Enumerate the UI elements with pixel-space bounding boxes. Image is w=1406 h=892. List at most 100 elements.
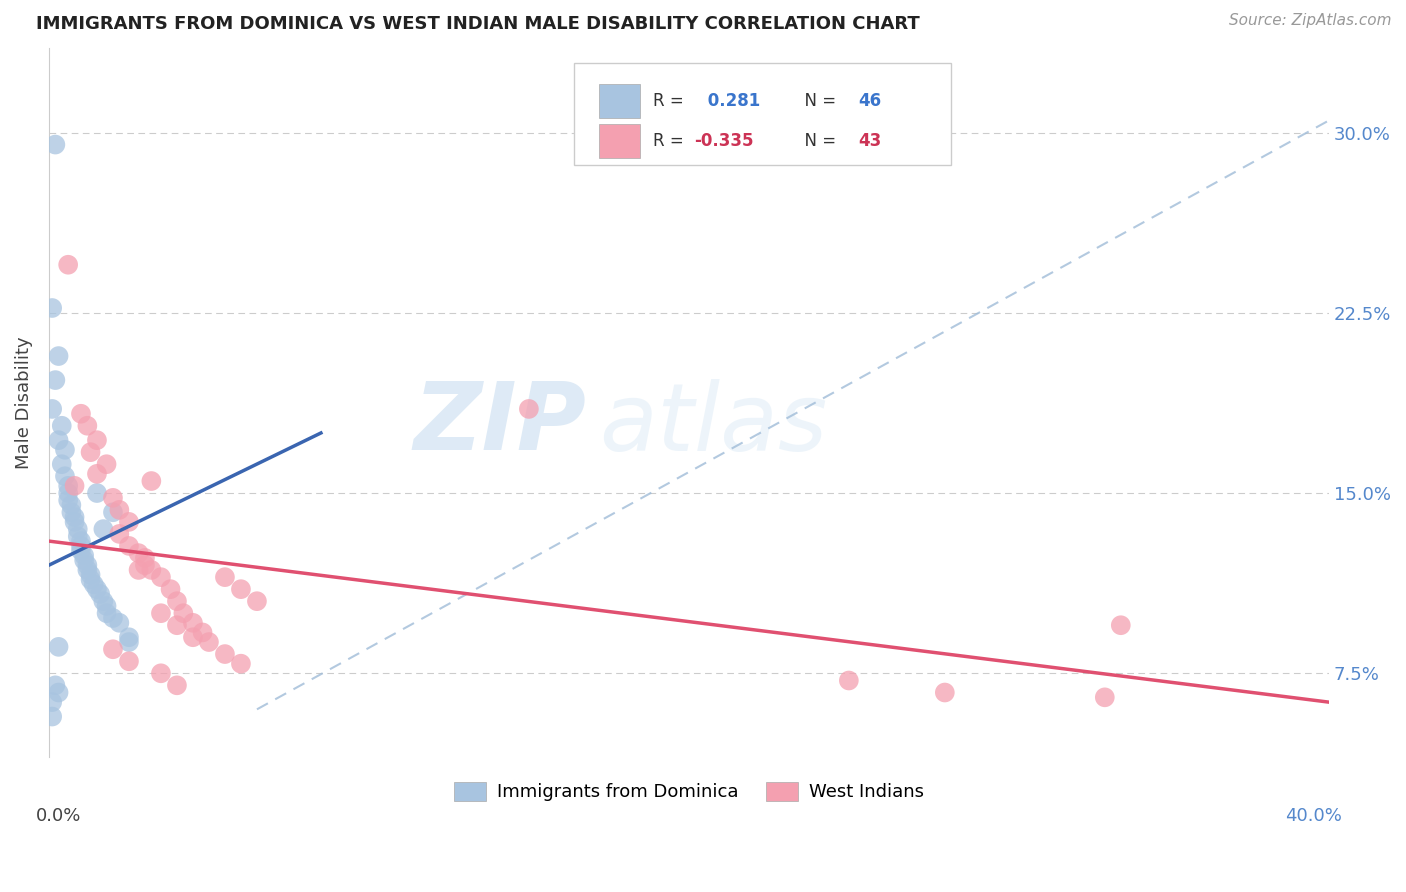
- Point: [101, 505, 124, 519]
- Point: [101, 611, 124, 625]
- Point: [172, 606, 194, 620]
- Point: [79, 445, 101, 459]
- Point: [63, 515, 86, 529]
- Point: [93, 522, 115, 536]
- Point: [48, 640, 70, 654]
- Point: [191, 625, 214, 640]
- Point: [60, 505, 83, 519]
- Text: R =: R =: [652, 92, 689, 110]
- Point: [229, 657, 252, 671]
- Text: atlas: atlas: [599, 379, 828, 470]
- Point: [166, 618, 188, 632]
- Point: [44, 678, 66, 692]
- Point: [51, 418, 73, 433]
- Point: [229, 582, 252, 597]
- Text: N =: N =: [794, 92, 841, 110]
- Point: [101, 642, 124, 657]
- Point: [70, 407, 93, 421]
- Point: [56, 479, 79, 493]
- Point: [70, 534, 93, 549]
- Point: [60, 498, 83, 512]
- Point: [86, 433, 108, 447]
- Point: [134, 550, 156, 565]
- Point: [118, 515, 141, 529]
- Point: [101, 491, 124, 505]
- Point: [96, 457, 118, 471]
- Point: [198, 635, 221, 649]
- Point: [108, 503, 131, 517]
- Point: [56, 486, 79, 500]
- Point: [118, 630, 141, 644]
- Point: [73, 549, 96, 563]
- FancyBboxPatch shape: [599, 84, 640, 118]
- Y-axis label: Male Disability: Male Disability: [15, 336, 32, 469]
- Text: Source: ZipAtlas.com: Source: ZipAtlas.com: [1229, 13, 1392, 29]
- Point: [89, 587, 111, 601]
- Point: [86, 582, 108, 597]
- Point: [96, 606, 118, 620]
- Point: [44, 137, 66, 152]
- Point: [118, 654, 141, 668]
- Point: [83, 577, 105, 591]
- Text: 43: 43: [858, 132, 882, 151]
- Point: [76, 418, 98, 433]
- Point: [128, 546, 150, 560]
- Point: [118, 635, 141, 649]
- Text: 0.0%: 0.0%: [37, 807, 82, 825]
- Point: [48, 685, 70, 699]
- Point: [86, 467, 108, 481]
- Legend: Immigrants from Dominica, West Indians: Immigrants from Dominica, West Indians: [447, 774, 931, 809]
- Point: [56, 493, 79, 508]
- Point: [76, 558, 98, 573]
- Point: [66, 529, 89, 543]
- Point: [118, 539, 141, 553]
- FancyBboxPatch shape: [599, 124, 640, 159]
- Point: [66, 522, 89, 536]
- Text: 46: 46: [858, 92, 882, 110]
- Point: [86, 486, 108, 500]
- Point: [70, 539, 93, 553]
- Point: [141, 563, 163, 577]
- Point: [838, 673, 860, 688]
- Point: [96, 599, 118, 613]
- Point: [141, 474, 163, 488]
- Text: ZIP: ZIP: [413, 378, 586, 470]
- Point: [1094, 690, 1116, 705]
- Point: [41, 709, 63, 723]
- Point: [128, 563, 150, 577]
- Point: [108, 615, 131, 630]
- Point: [181, 630, 204, 644]
- Point: [73, 553, 96, 567]
- Point: [149, 570, 172, 584]
- Point: [181, 615, 204, 630]
- Point: [159, 582, 181, 597]
- Point: [48, 349, 70, 363]
- Point: [70, 543, 93, 558]
- Point: [134, 558, 156, 573]
- Point: [108, 527, 131, 541]
- Point: [214, 647, 236, 661]
- Point: [149, 666, 172, 681]
- Point: [934, 685, 956, 699]
- Point: [41, 401, 63, 416]
- Point: [246, 594, 269, 608]
- Point: [79, 573, 101, 587]
- Point: [41, 695, 63, 709]
- Point: [79, 567, 101, 582]
- Point: [76, 563, 98, 577]
- Point: [51, 457, 73, 471]
- Point: [1109, 618, 1132, 632]
- Text: R =: R =: [652, 132, 689, 151]
- Point: [166, 678, 188, 692]
- Text: 40.0%: 40.0%: [1285, 807, 1341, 825]
- Point: [53, 442, 76, 457]
- Point: [56, 258, 79, 272]
- Point: [93, 594, 115, 608]
- Point: [63, 510, 86, 524]
- Point: [41, 301, 63, 315]
- Point: [166, 594, 188, 608]
- Text: N =: N =: [794, 132, 841, 151]
- Point: [149, 606, 172, 620]
- Point: [517, 401, 540, 416]
- FancyBboxPatch shape: [574, 62, 952, 165]
